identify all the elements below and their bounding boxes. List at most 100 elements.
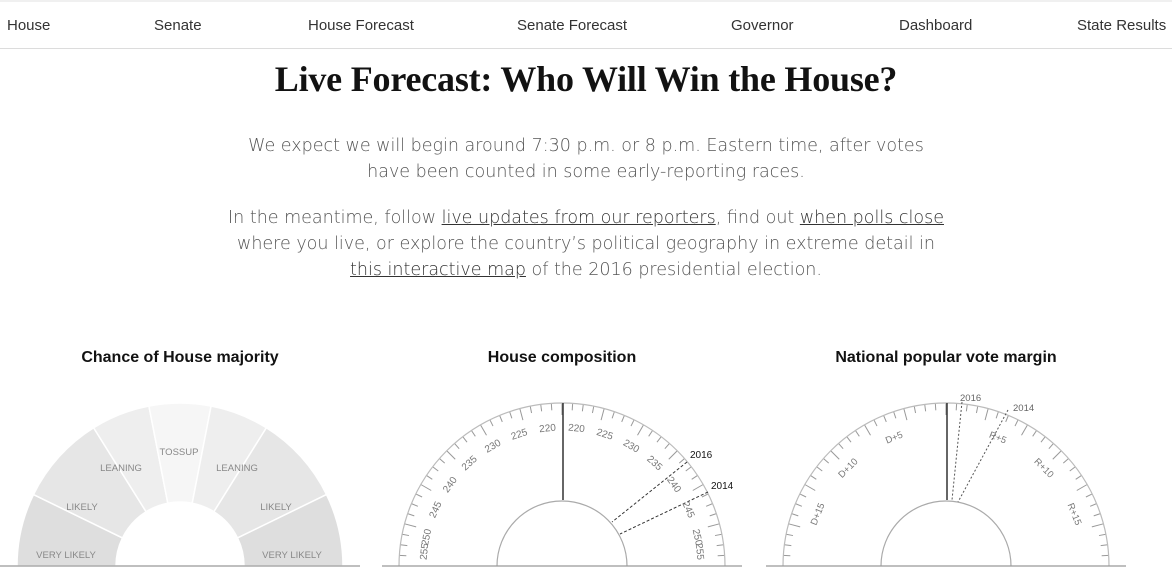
nav-item-governor[interactable]: Governor: [731, 17, 794, 34]
label-tossup: TOSSUP: [160, 447, 199, 458]
scale-tick: [716, 544, 724, 547]
nav-item-state-results[interactable]: State Results: [1077, 17, 1167, 34]
scale-tick: [1076, 484, 1088, 491]
scale-tick: [685, 466, 692, 472]
tick-label: R+15: [1065, 502, 1084, 527]
nav-item-senate[interactable]: Senate: [154, 17, 202, 34]
scale-tick: [692, 484, 704, 491]
nav-item-senate-forecast[interactable]: Senate Forecast: [517, 17, 628, 34]
scale-tick: [1091, 523, 1104, 528]
scale-tick: [1085, 493, 1093, 498]
meantime-text-3: where you live, or explore the country’s…: [237, 234, 935, 254]
popular-marker-2014-label: 2014: [1013, 403, 1034, 414]
scale-tick: [791, 513, 799, 517]
scale-tick: [1075, 475, 1082, 480]
scale-tick: [1100, 544, 1108, 547]
tick-label: D+10: [836, 456, 860, 480]
scale-tick: [581, 404, 584, 412]
meantime-text-2: , find out: [715, 208, 800, 228]
tick-label: 250: [420, 528, 434, 547]
scale-tick: [975, 406, 979, 414]
scale-tick: [591, 406, 595, 414]
scale-tick: [838, 443, 844, 450]
live-updates-link[interactable]: live updates from our reporters: [441, 208, 716, 228]
scale-tick: [1014, 419, 1019, 427]
composition-outer-arc: [398, 402, 726, 567]
scale-tick: [637, 424, 644, 436]
scale-tick: [454, 443, 460, 450]
tick-label: 225: [595, 427, 615, 443]
composition-chart-title: House composition: [487, 349, 637, 366]
tick-label: 225: [510, 427, 530, 443]
scale-tick: [432, 466, 439, 472]
scale-tick: [439, 458, 446, 464]
scale-tick: [804, 484, 816, 491]
scale-tick: [540, 404, 543, 412]
polls-close-link[interactable]: when polls close: [799, 208, 944, 228]
top-border: [0, 0, 1172, 2]
scale-tick: [499, 415, 503, 423]
scale-tick: [446, 450, 456, 460]
scale-tick: [788, 523, 801, 528]
scale-tick: [462, 436, 468, 443]
nav-item-house-forecast[interactable]: House Forecast: [308, 17, 414, 34]
tick-label: 240: [441, 475, 460, 495]
scale-tick: [489, 419, 494, 427]
label-leaning-right: LEANING: [216, 463, 258, 474]
scale-tick: [1005, 415, 1009, 423]
scale-tick: [913, 406, 917, 414]
nav-item-dashboard[interactable]: Dashboard: [899, 17, 973, 34]
scale-tick: [1048, 443, 1054, 450]
scale-tick: [420, 484, 432, 491]
label-likely-right: LIKELY: [260, 502, 292, 513]
scale-tick: [984, 408, 989, 421]
scale-tick: [846, 436, 852, 443]
scale-tick: [784, 544, 792, 547]
tick-label: 255: [419, 542, 432, 560]
nav-item-house[interactable]: House: [7, 17, 51, 34]
scale-tick: [1062, 458, 1069, 464]
scale-tick: [407, 513, 415, 517]
popular-vote-outer-arc: [782, 402, 1110, 567]
scale-tick: [995, 411, 999, 419]
scale-tick: [415, 493, 423, 498]
scale-tick: [611, 411, 615, 419]
scale-tick: [924, 404, 927, 412]
scale-tick: [1040, 436, 1046, 443]
scale-tick: [701, 493, 709, 498]
scale-tick: [816, 466, 823, 472]
popular-vote-tick-labels: D+5 D+10 D+15 R+5 R+10 R+15: [809, 430, 1084, 527]
top-navigation: House Senate House Forecast Senate Forec…: [0, 2, 1172, 49]
label-very-likely-right: VERY LIKELY: [262, 550, 322, 561]
marker-2014-label: 2014: [711, 481, 734, 492]
tick-label: 250: [690, 528, 704, 547]
scale-tick: [471, 430, 476, 437]
tick-label: 255: [693, 543, 706, 561]
scale-tick: [830, 450, 840, 460]
scale-tick: [714, 533, 722, 537]
popular-vote-ticks: [783, 403, 1109, 567]
scale-tick: [786, 533, 794, 537]
label-very-likely-left: VERY LIKELY: [36, 550, 96, 561]
scale-tick: [1021, 424, 1028, 436]
scale-tick: [678, 458, 685, 464]
tick-label: R+5: [987, 430, 1008, 447]
marker-2014-line: [619, 491, 709, 535]
scale-tick: [903, 408, 908, 421]
popular-marker-2016-line: [951, 401, 963, 501]
marker-2016-line: [611, 461, 688, 523]
scale-tick: [1098, 533, 1106, 537]
tick-label: D+5: [884, 430, 905, 447]
label-likely-left: LIKELY: [66, 502, 98, 513]
scale-tick: [810, 475, 817, 480]
popular-vote-chart-title: National popular vote margin: [835, 349, 1057, 366]
scale-tick: [795, 503, 803, 507]
scale-tick: [1032, 430, 1037, 437]
tick-label: 220: [568, 423, 586, 436]
interactive-map-link[interactable]: this interactive map: [350, 260, 526, 280]
popular-marker-2014-line: [957, 409, 1009, 503]
marker-2016-label: 2016: [690, 450, 713, 461]
scale-tick: [426, 475, 433, 480]
popular-vote-gauge: 2016 2014 D+5 D+10 D+15 R+5 R+10 R+15: [766, 393, 1126, 567]
